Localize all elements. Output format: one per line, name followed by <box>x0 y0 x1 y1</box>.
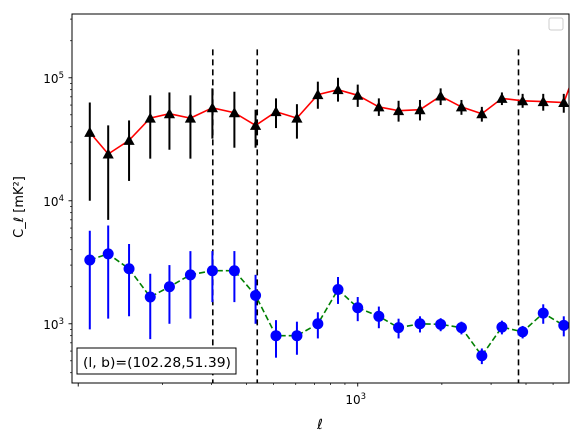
data-point-marker <box>102 148 114 159</box>
data-point-marker <box>184 112 197 123</box>
data-point-marker <box>476 108 488 119</box>
data-point-marker <box>392 105 405 116</box>
data-point-marker <box>476 350 488 362</box>
data-point-marker <box>184 269 196 281</box>
data-point-marker <box>312 88 324 100</box>
data-point-marker <box>496 321 508 333</box>
data-point-marker <box>206 265 218 277</box>
data-point-marker <box>332 84 344 95</box>
data-point-marker <box>414 318 426 330</box>
data-point-marker <box>517 326 529 338</box>
data-point-marker <box>206 102 218 113</box>
y-tick-label: 104 <box>43 194 64 209</box>
data-point-marker <box>144 291 156 303</box>
data-point-marker <box>250 289 262 301</box>
x-axis-label: ℓ <box>316 417 323 433</box>
legend-box <box>548 17 564 31</box>
data-point-marker <box>228 265 240 277</box>
annotation-text: (l, b)=(102.28,51.39) <box>83 355 231 371</box>
data-point-marker <box>352 302 364 314</box>
data-point-marker <box>373 310 385 322</box>
plot-frame <box>71 13 570 384</box>
data-point-marker <box>373 101 385 112</box>
data-point-marker <box>228 107 240 118</box>
data-point-marker <box>435 318 447 330</box>
x-tick-label: 103 <box>345 392 366 407</box>
data-point-marker <box>84 254 96 266</box>
data-point-marker <box>455 101 468 112</box>
data-point-marker <box>291 330 303 342</box>
data-point-marker <box>163 281 175 293</box>
data-point-marker <box>291 112 303 123</box>
data-point-marker <box>312 318 324 330</box>
data-point-marker <box>435 90 447 101</box>
data-point-marker <box>352 89 364 100</box>
data-point-marker <box>144 112 156 123</box>
tick-labels: 103 103 104 105 <box>43 71 366 407</box>
y-axis-label: C_ℓ [mK²] <box>12 176 27 238</box>
data-point-marker <box>270 330 282 342</box>
data-point-marker <box>558 319 569 331</box>
y-tick-label: 103 <box>43 317 64 332</box>
data-point-marker <box>558 96 569 107</box>
data-point-marker <box>414 104 426 115</box>
data-point-marker <box>332 283 344 295</box>
data-point-marker <box>455 322 467 334</box>
y-tick-label: 105 <box>43 71 64 86</box>
data-point-marker <box>123 134 135 145</box>
data-series <box>84 225 569 365</box>
data-point-marker <box>517 95 529 106</box>
data-point-marker <box>249 119 262 130</box>
coordinate-annotation: (l, b)=(102.28,51.39) <box>76 347 237 375</box>
data-point-marker <box>163 108 176 119</box>
data-point-marker <box>84 126 96 137</box>
data-point-marker <box>102 248 114 260</box>
data-point-marker <box>393 322 405 334</box>
data-point-marker <box>123 263 135 275</box>
data-series <box>84 77 569 220</box>
plot-content <box>84 49 569 383</box>
data-point-marker <box>496 92 508 103</box>
data-point-marker <box>537 307 549 319</box>
data-point-marker <box>270 106 282 117</box>
data-point-marker <box>537 96 549 107</box>
annotation-box <box>76 347 237 375</box>
